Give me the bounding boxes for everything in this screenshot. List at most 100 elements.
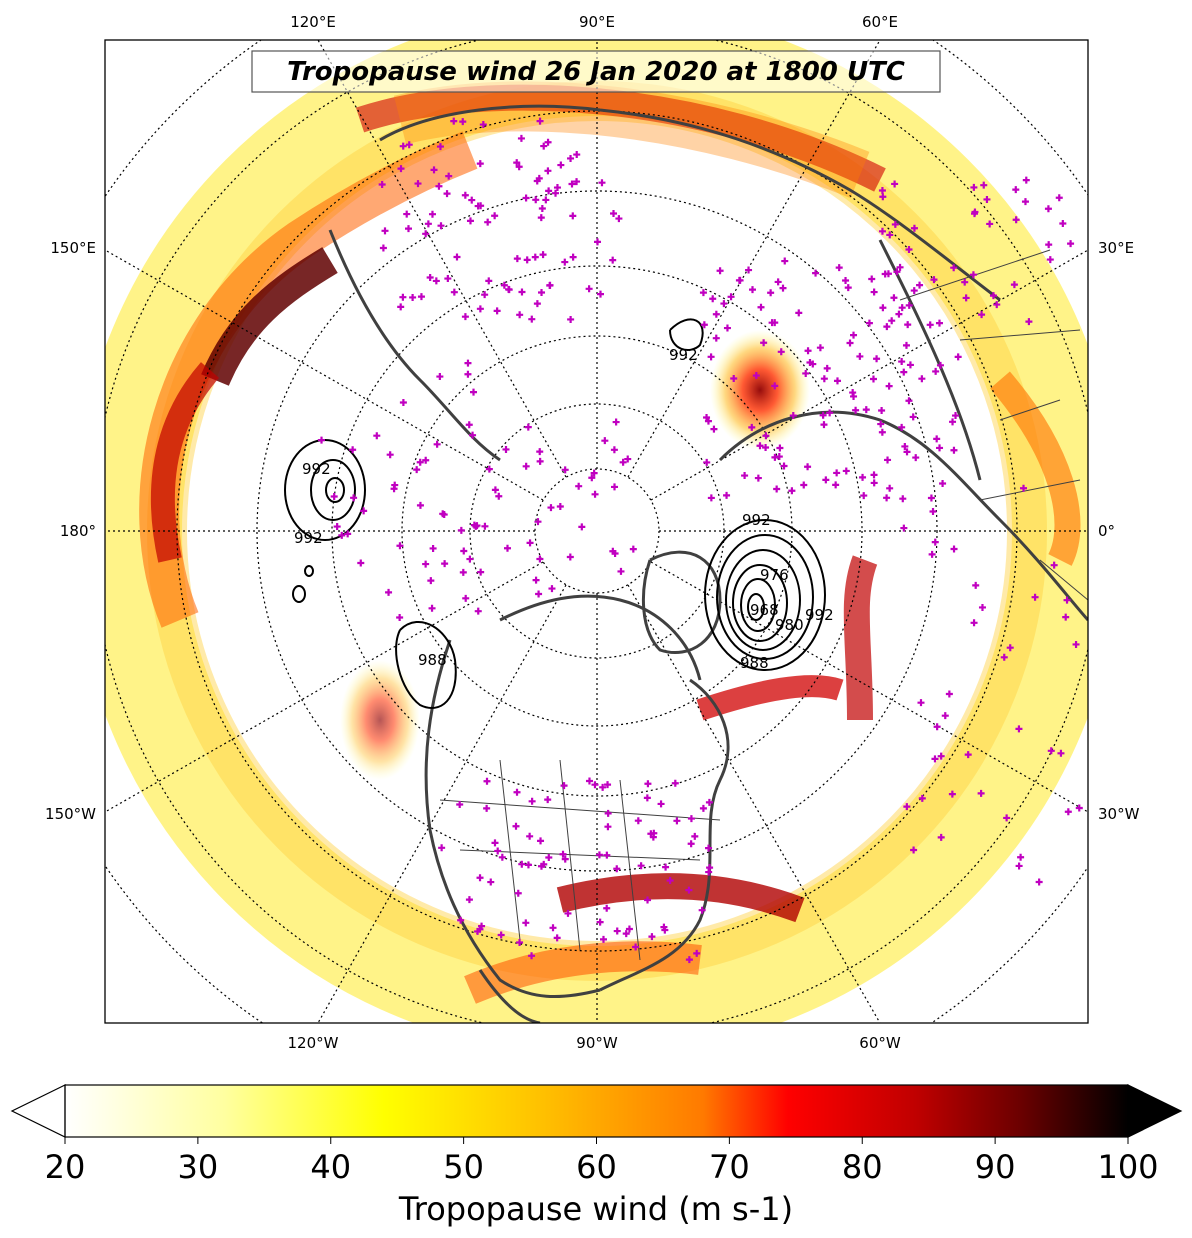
map-area: 992 992 988 992 992 992 976 968 980 988 [105, 40, 1088, 1023]
contour-label: 992 [669, 346, 698, 364]
station-marker [820, 421, 828, 429]
station-marker [457, 916, 465, 924]
station-marker [850, 331, 858, 339]
station-marker [472, 522, 480, 530]
station-marker [465, 421, 473, 429]
station-marker [878, 186, 886, 194]
station-marker [531, 253, 539, 261]
station-marker [516, 311, 524, 319]
station-marker [856, 352, 864, 360]
station-marker [648, 933, 656, 941]
station-marker [950, 264, 958, 272]
station-marker [895, 310, 903, 318]
station-marker [709, 295, 717, 303]
station-marker [483, 804, 491, 812]
station-marker [816, 344, 824, 352]
station-marker [900, 524, 908, 532]
station-marker [594, 238, 602, 246]
station-marker [1015, 862, 1023, 870]
station-marker [710, 425, 718, 433]
station-marker [1057, 749, 1065, 757]
station-marker [396, 542, 404, 550]
station-marker [460, 547, 468, 555]
station-marker [609, 256, 617, 264]
station-marker [933, 435, 941, 443]
station-marker [1010, 281, 1018, 289]
colorbar-tick-label: 20 [45, 1148, 86, 1186]
station-marker [1006, 644, 1014, 652]
station-marker [599, 935, 607, 943]
station-marker [545, 853, 553, 861]
station-marker [886, 231, 894, 239]
lon-label-right: 30°E [1098, 239, 1134, 257]
station-marker [437, 222, 445, 230]
station-marker [644, 780, 652, 788]
station-marker [954, 353, 962, 361]
station-marker [459, 118, 467, 126]
station-marker [459, 568, 467, 576]
station-marker [723, 324, 731, 332]
station-marker [789, 412, 797, 420]
station-marker [698, 906, 706, 914]
colorbar-gradient [65, 1085, 1128, 1137]
station-marker [538, 204, 546, 212]
station-marker [561, 466, 569, 474]
contour-label: 988 [418, 651, 447, 669]
colorbar-extend-max [1127, 1084, 1183, 1138]
station-marker [625, 925, 633, 933]
colorbar-tick-label: 30 [178, 1148, 219, 1186]
station-marker [481, 291, 489, 299]
station-marker [417, 293, 425, 301]
station-marker [833, 377, 841, 385]
station-marker [403, 210, 411, 218]
station-marker [891, 180, 899, 188]
station-marker [899, 495, 907, 503]
station-marker [888, 317, 896, 325]
station-marker [432, 277, 440, 285]
station-marker [464, 359, 472, 367]
station-marker [542, 196, 550, 204]
station-marker [971, 208, 979, 216]
station-marker [538, 288, 546, 296]
station-marker [518, 860, 526, 868]
station-marker [483, 777, 491, 785]
station-marker [822, 476, 830, 484]
station-marker [941, 712, 949, 720]
station-marker [1059, 220, 1067, 228]
station-marker [619, 458, 627, 466]
station-marker [615, 215, 623, 223]
station-marker [723, 491, 731, 499]
station-marker [564, 909, 572, 917]
station-marker [931, 755, 939, 763]
colorbar-ticks: 20 30 40 50 60 70 80 90 100 [45, 1137, 1159, 1186]
station-marker [917, 699, 925, 707]
station-marker [1067, 240, 1075, 248]
lon-label-left: 150°E [50, 239, 96, 257]
station-marker [544, 796, 552, 804]
station-marker [945, 690, 953, 698]
station-marker [704, 417, 712, 425]
station-marker [513, 788, 521, 796]
title-box: Tropopause wind 26 Jan 2020 at 1800 UTC [251, 50, 941, 93]
station-marker [469, 431, 477, 439]
station-marker [466, 217, 474, 225]
station-marker [399, 142, 407, 150]
station-marker [485, 277, 493, 285]
station-marker [609, 547, 617, 555]
station-marker [629, 545, 637, 553]
station-marker [939, 479, 947, 487]
station-marker [522, 462, 530, 470]
station-marker [515, 163, 523, 171]
station-marker [774, 278, 782, 286]
station-marker [422, 456, 430, 464]
contour-label: 968 [750, 601, 779, 619]
station-marker [487, 878, 495, 886]
station-marker [768, 319, 776, 327]
station-marker [466, 555, 474, 563]
station-marker [948, 790, 956, 798]
station-marker [970, 619, 978, 627]
station-marker [624, 455, 632, 463]
station-marker [560, 782, 568, 790]
station-marker [1000, 653, 1008, 661]
station-marker [865, 319, 873, 327]
